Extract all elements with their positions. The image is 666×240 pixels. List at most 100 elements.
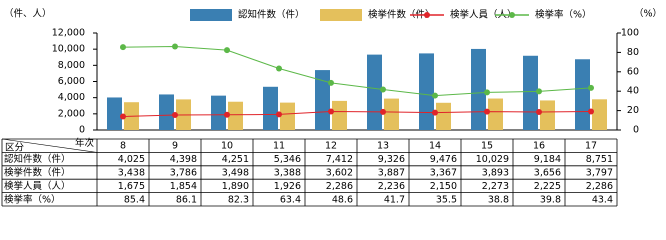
table-cell: 85.4 bbox=[124, 194, 145, 205]
table-cell: 9,326 bbox=[378, 154, 405, 165]
table-cell: 4,025 bbox=[118, 154, 145, 165]
point bbox=[380, 86, 386, 93]
x-tick-label: 11 bbox=[273, 141, 285, 152]
legend-swatch bbox=[509, 12, 515, 18]
bar bbox=[228, 101, 243, 130]
point bbox=[432, 92, 438, 99]
y2-tick-label: 0 bbox=[633, 125, 639, 136]
point bbox=[276, 111, 282, 118]
bar bbox=[263, 86, 278, 130]
x-tick-label: 12 bbox=[325, 141, 337, 152]
legend-swatch bbox=[190, 9, 232, 21]
table-cell: 3,656 bbox=[534, 168, 561, 179]
line bbox=[122, 111, 592, 117]
bar bbox=[367, 54, 382, 130]
table-row-label: 認知件数（件） bbox=[4, 153, 71, 165]
table-cell: 41.7 bbox=[384, 194, 405, 205]
x-tick-label: 17 bbox=[585, 141, 597, 152]
table-cell: 82.3 bbox=[228, 194, 249, 205]
x-tick-label: 13 bbox=[377, 141, 389, 152]
point bbox=[276, 65, 282, 72]
table-cell: 3,367 bbox=[430, 168, 457, 179]
table-cell: 3,887 bbox=[378, 168, 405, 179]
table-cell: 4,251 bbox=[222, 154, 249, 165]
y2-tick-label: 100 bbox=[621, 28, 639, 39]
table-cell: 3,602 bbox=[326, 168, 353, 179]
bar bbox=[488, 98, 503, 130]
bar bbox=[107, 97, 122, 130]
bar bbox=[540, 100, 555, 130]
x-tick-label: 9 bbox=[172, 141, 178, 152]
line bbox=[122, 45, 592, 97]
bar bbox=[575, 59, 590, 130]
point bbox=[172, 43, 178, 50]
point bbox=[484, 89, 490, 96]
table-diagonal bbox=[1, 138, 98, 153]
y-tick-label: 12,000 bbox=[52, 28, 85, 39]
bar bbox=[384, 98, 399, 130]
y-tick-label: 6,000 bbox=[58, 76, 85, 87]
table-row-label: 検挙人員（人） bbox=[4, 180, 71, 192]
point bbox=[120, 113, 126, 120]
table-cell: 38.8 bbox=[488, 194, 509, 205]
table-cell: 1,890 bbox=[222, 181, 249, 192]
table-cell: 43.4 bbox=[592, 194, 613, 205]
table-cell: 7,412 bbox=[326, 154, 353, 165]
point bbox=[536, 88, 542, 95]
y-tick-label: 2,000 bbox=[58, 108, 85, 119]
legend-label: 認知件数（件） bbox=[238, 9, 305, 21]
bar bbox=[211, 95, 226, 130]
legend-label: 検挙件数（件） bbox=[368, 9, 435, 21]
chart: （件、人） （%） 0 2,000 4,000 6,000 8,000 10,000 12,… bbox=[1, 8, 662, 207]
y2-axis-label: （%） bbox=[634, 8, 662, 20]
x-tick-label: 8 bbox=[120, 141, 126, 152]
table-cell: 2,273 bbox=[482, 181, 509, 192]
y2-tick-label: 20 bbox=[627, 105, 639, 116]
x-tick-label: 15 bbox=[481, 141, 493, 152]
x-tick-label: 10 bbox=[221, 141, 233, 152]
y-tick-label: 0 bbox=[79, 125, 85, 136]
table-cell: 2,225 bbox=[534, 181, 561, 192]
table-cell: 3,388 bbox=[274, 168, 301, 179]
y2-tick-label: 40 bbox=[627, 86, 639, 97]
table-cell: 1,926 bbox=[274, 181, 301, 192]
point bbox=[172, 112, 178, 119]
table-cell: 63.4 bbox=[280, 194, 301, 205]
bar bbox=[280, 102, 295, 130]
bar bbox=[471, 48, 486, 130]
x-tick-label: 14 bbox=[429, 141, 441, 152]
table-cell: 1,854 bbox=[170, 181, 197, 192]
table-cell: 2,286 bbox=[586, 181, 613, 192]
table-cell: 2,286 bbox=[326, 181, 353, 192]
bar bbox=[159, 94, 174, 130]
bar bbox=[436, 102, 451, 130]
table-cell: 1,675 bbox=[118, 181, 145, 192]
point bbox=[588, 84, 594, 91]
table-row-label: 検挙率（%） bbox=[4, 193, 61, 205]
bar bbox=[523, 55, 538, 130]
y-axis-label: （件、人） bbox=[4, 8, 52, 20]
point bbox=[224, 47, 230, 54]
table-cell: 35.5 bbox=[436, 194, 457, 205]
table-cell: 3,498 bbox=[222, 168, 249, 179]
legend-swatch bbox=[424, 12, 430, 18]
table-cell: 86.1 bbox=[176, 194, 197, 205]
bar bbox=[332, 100, 347, 130]
point bbox=[120, 44, 126, 51]
point bbox=[224, 111, 230, 118]
table-cell: 8,751 bbox=[586, 154, 613, 165]
x-tick-label: 16 bbox=[533, 141, 545, 152]
table-cell: 10,029 bbox=[476, 154, 509, 165]
y-tick-label: 8,000 bbox=[58, 60, 85, 71]
table-row-label: 検挙件数（件） bbox=[4, 167, 71, 179]
point bbox=[328, 79, 334, 86]
y-tick-label: 4,000 bbox=[58, 92, 85, 103]
table-corner: 区分 bbox=[5, 143, 25, 154]
table-cell: 2,150 bbox=[430, 181, 457, 192]
table-cell: 2,236 bbox=[378, 181, 405, 192]
table-cell: 4,398 bbox=[170, 154, 197, 165]
legend-label: 検挙人員（人） bbox=[450, 9, 517, 21]
y2-tick-label: 80 bbox=[627, 47, 639, 58]
table-cell: 48.6 bbox=[332, 194, 353, 205]
table-corner: 年次 bbox=[75, 137, 95, 149]
